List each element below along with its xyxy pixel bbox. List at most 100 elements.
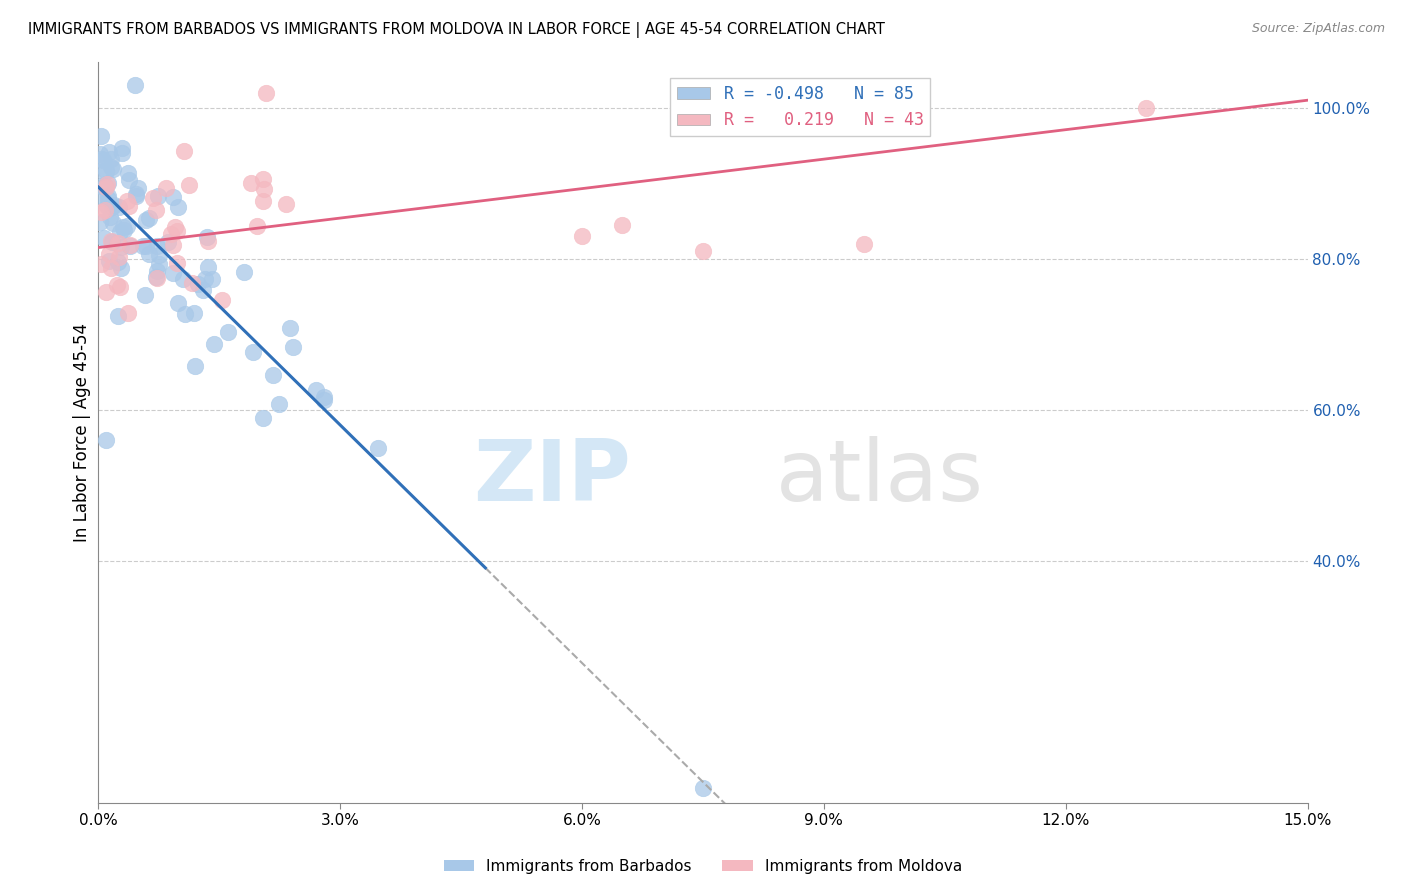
Point <box>281 340 304 354</box>
Point <box>242 344 264 359</box>
Point <box>367 441 389 455</box>
Point <box>131 239 153 253</box>
Point <box>96 285 118 299</box>
Point <box>98 247 121 261</box>
Point <box>90 178 112 193</box>
Point <box>692 780 714 795</box>
Point <box>125 189 148 203</box>
Point <box>146 238 169 252</box>
Point <box>305 384 328 398</box>
Text: atlas: atlas <box>776 435 984 518</box>
Point <box>97 176 120 190</box>
Point <box>89 215 111 229</box>
Y-axis label: In Labor Force | Age 45-54: In Labor Force | Age 45-54 <box>73 323 91 542</box>
Point <box>146 264 169 278</box>
Point <box>90 129 112 144</box>
Point <box>148 257 170 271</box>
Point <box>98 253 121 268</box>
Point <box>108 280 131 294</box>
Point <box>146 189 169 203</box>
Point <box>197 229 219 244</box>
Point <box>138 211 160 226</box>
Point <box>157 235 180 249</box>
Point <box>166 295 188 310</box>
Point <box>202 336 225 351</box>
Point <box>108 200 131 214</box>
Text: Source: ZipAtlas.com: Source: ZipAtlas.com <box>1251 22 1385 36</box>
Point <box>201 272 224 286</box>
Point <box>155 181 177 195</box>
Point <box>278 320 301 334</box>
Point <box>100 235 122 249</box>
Point <box>98 145 121 160</box>
Point <box>138 247 160 261</box>
Point <box>96 177 118 191</box>
Point <box>142 191 165 205</box>
Point <box>252 172 274 186</box>
Point <box>135 238 157 252</box>
Point <box>148 248 170 262</box>
Point <box>232 265 254 279</box>
Point <box>217 325 239 339</box>
Point <box>90 257 112 271</box>
Point <box>166 256 188 270</box>
Point <box>118 238 141 252</box>
Point <box>246 219 269 234</box>
Point <box>187 277 209 291</box>
Point <box>101 235 124 249</box>
Point <box>177 178 200 192</box>
Point <box>274 197 297 211</box>
Point <box>166 200 188 214</box>
Point <box>117 166 139 180</box>
Point <box>107 235 129 250</box>
Point <box>94 203 117 218</box>
Point <box>91 191 114 205</box>
Point <box>173 144 195 158</box>
Point <box>97 192 120 206</box>
Point <box>89 147 111 161</box>
Point <box>93 230 115 244</box>
Point <box>94 180 117 194</box>
Point <box>183 306 205 320</box>
Point <box>101 161 124 176</box>
Point <box>100 160 122 174</box>
Point <box>127 181 149 195</box>
Point <box>254 86 277 100</box>
Point <box>96 199 118 213</box>
Point <box>90 152 112 166</box>
Point <box>181 277 204 291</box>
Point <box>90 205 112 219</box>
Point <box>314 390 336 404</box>
Point <box>162 266 184 280</box>
Point <box>100 200 122 214</box>
Point <box>111 220 134 235</box>
Text: ZIP: ZIP <box>472 435 630 518</box>
Point <box>100 261 122 276</box>
Point <box>312 392 335 407</box>
Point <box>103 198 125 212</box>
Point <box>118 172 141 186</box>
Point <box>110 260 132 275</box>
Point <box>262 368 284 383</box>
Point <box>252 194 274 208</box>
Point <box>183 359 205 373</box>
Point <box>125 187 148 202</box>
Point <box>163 219 186 234</box>
Legend: R = -0.498   N = 85, R =   0.219   N = 43: R = -0.498 N = 85, R = 0.219 N = 43 <box>671 78 931 136</box>
Point <box>111 146 134 161</box>
Point <box>160 227 183 241</box>
Point <box>91 163 114 178</box>
Point <box>211 293 233 307</box>
Point <box>107 250 129 264</box>
Point <box>172 272 194 286</box>
Point <box>107 255 129 269</box>
Point <box>105 278 128 293</box>
Point <box>124 78 146 92</box>
Point <box>118 199 141 213</box>
Text: IMMIGRANTS FROM BARBADOS VS IMMIGRANTS FROM MOLDOVA IN LABOR FORCE | AGE 45-54 C: IMMIGRANTS FROM BARBADOS VS IMMIGRANTS F… <box>28 22 884 38</box>
Point <box>111 141 134 155</box>
Point <box>107 310 129 324</box>
Point <box>1135 101 1157 115</box>
Point <box>110 240 132 254</box>
Point <box>146 271 169 285</box>
